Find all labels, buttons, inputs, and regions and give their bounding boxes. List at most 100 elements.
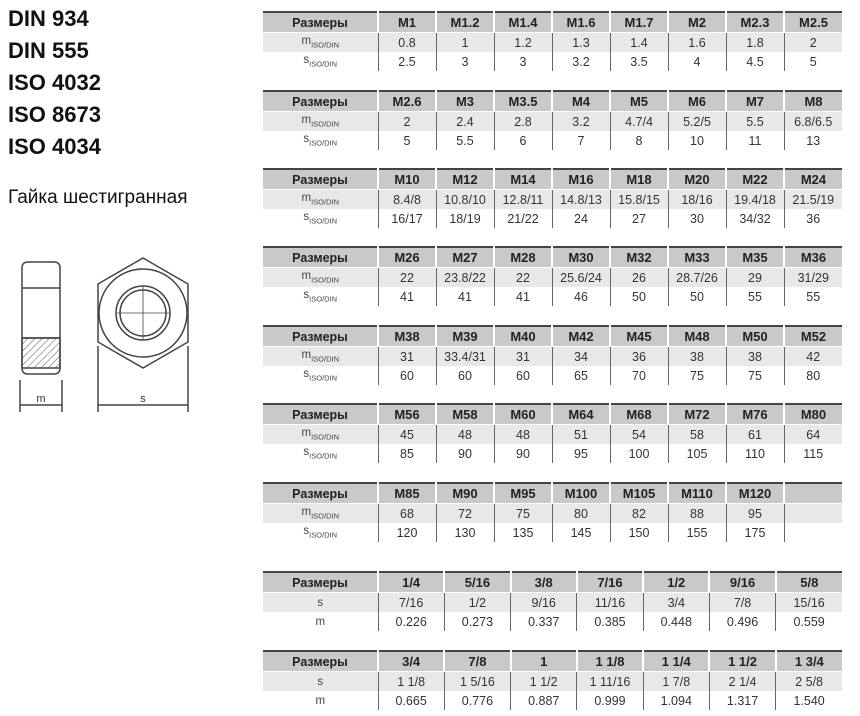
row-label-text: s xyxy=(303,525,310,538)
table-cell: 2.8 xyxy=(493,111,552,131)
table-cell: 80 xyxy=(783,366,842,385)
row-label-subscript: ISO/DIN xyxy=(311,275,339,285)
table-row: mISO/DIN 45 48 48 51 54 58 61 64 xyxy=(263,424,842,444)
row-label-text: s xyxy=(303,368,310,381)
table-cell: 5 xyxy=(783,52,842,71)
size-header: M18 xyxy=(609,169,668,190)
size-header: M58 xyxy=(435,404,494,425)
size-header: M36 xyxy=(783,247,842,268)
table-cell: 1.540 xyxy=(775,691,842,710)
table-cell: 2.4 xyxy=(435,111,494,131)
row-label-subscript: ISO/DIN xyxy=(311,119,339,129)
table-cell: 75 xyxy=(667,366,726,385)
table-cell: 16/17 xyxy=(377,209,436,228)
size-header: M64 xyxy=(551,404,610,425)
table-cell: 34/32 xyxy=(725,209,784,228)
size-header: M27 xyxy=(435,247,494,268)
table-cell: 120 xyxy=(377,523,436,542)
size-header: M110 xyxy=(667,483,726,504)
size-header: 3/8 xyxy=(509,572,577,593)
table-cell: 90 xyxy=(435,444,494,463)
table-cell: 2 5/8 xyxy=(775,671,842,691)
table-cell: 85 xyxy=(377,444,436,463)
table-row: m 0.226 0.273 0.337 0.385 0.448 0.496 0.559 xyxy=(263,612,842,631)
row-label: mISO/DIN xyxy=(263,267,378,287)
table-cell: 2 xyxy=(783,32,842,52)
row-label-subscript: ISO/DIN xyxy=(311,432,339,442)
size-header: 1 3/4 xyxy=(774,651,842,672)
row-label-subscript: ISO/DIN xyxy=(309,373,338,383)
header-label: Размеры xyxy=(263,651,378,672)
table-cell: 13 xyxy=(783,131,842,150)
size-header: 1 1/4 xyxy=(642,651,710,672)
table-cell: 105 xyxy=(667,444,726,463)
table-cell: 4.5 xyxy=(725,52,784,71)
table-cell: 0.887 xyxy=(510,691,577,710)
header-label: Размеры xyxy=(263,169,378,190)
table-header-row: Размеры 1/4 5/16 3/8 7/16 1/2 9/16 5/8 xyxy=(263,572,842,593)
table-cell: 70 xyxy=(609,366,668,385)
table-cell: 65 xyxy=(551,366,610,385)
row-label-subscript: ISO/DIN xyxy=(311,197,339,207)
table-cell xyxy=(783,503,842,523)
row-label-text: m xyxy=(315,615,326,628)
row-label-subscript: ISO/DIN xyxy=(311,40,339,50)
table-cell: 0.559 xyxy=(775,612,842,631)
table-row: mISO/DIN 2 2.4 2.8 3.2 4.7/4 5.2/5 5.5 6.8/6.5 xyxy=(263,111,842,131)
table-row: mISO/DIN 22 23.8/22 22 25.6/24 26 28.7/26 29 31/… xyxy=(263,267,842,287)
table-cell: 36 xyxy=(609,346,668,366)
row-label-text: s xyxy=(303,54,310,67)
table-cell: 26 xyxy=(609,267,668,287)
table-cell: 145 xyxy=(551,523,610,542)
table-cell: 14.8/13 xyxy=(551,189,610,209)
size-header: M3.5 xyxy=(493,91,552,112)
row-label-text: s xyxy=(303,133,310,146)
table-cell: 38 xyxy=(725,346,784,366)
row-label-text: s xyxy=(303,211,310,224)
table-cell: 3.2 xyxy=(551,111,610,131)
row-label: sISO/DIN xyxy=(263,523,378,542)
table-row: sISO/DIN 60 60 60 65 70 75 75 80 xyxy=(263,366,842,385)
size-table: Размеры M1 M1.2 M1.4 M1.6 M1.7 M2 M2.3 M2.5 mISO/… xyxy=(263,11,842,71)
table-cell: 1 1/8 xyxy=(377,671,445,691)
row-label-text: s xyxy=(303,446,310,459)
table-cell: 23.8/22 xyxy=(435,267,494,287)
dimension-s-label: s xyxy=(140,393,146,405)
standard-label: ISO 4034 xyxy=(8,134,101,159)
table-row: sISO/DIN 2.5 3 3 3.2 3.5 4 4.5 5 xyxy=(263,52,842,71)
header-label: Размеры xyxy=(263,404,378,425)
row-label: mISO/DIN xyxy=(263,424,378,444)
size-header: 7/8 xyxy=(443,651,511,672)
table-cell: 1.2 xyxy=(493,32,552,52)
size-header: 7/16 xyxy=(575,572,644,593)
table-cell: 64 xyxy=(783,424,842,444)
table-cell: 0.665 xyxy=(377,691,445,710)
size-header: M72 xyxy=(667,404,726,425)
table-cell: 1.4 xyxy=(609,32,668,52)
table-cell: 31 xyxy=(377,346,436,366)
table-cell: 29 xyxy=(725,267,784,287)
size-header: M3 xyxy=(435,91,494,112)
table-cell: 90 xyxy=(493,444,552,463)
row-label-text: s xyxy=(317,675,324,688)
table-cell: 4.7/4 xyxy=(609,111,668,131)
table-header-row: Размеры M26 M27 M28 M30 M32 M33 M35 M36 xyxy=(263,247,842,268)
table-header-row: Размеры M38 M39 M40 M42 M45 M48 M50 M52 xyxy=(263,326,842,347)
row-label-text: s xyxy=(303,289,310,302)
table-cell: 2.5 xyxy=(377,52,436,71)
table-cell: 15/16 xyxy=(775,592,842,612)
table-row: sISO/DIN 85 90 90 95 100 105 110 115 xyxy=(263,444,842,463)
table-cell: 75 xyxy=(493,503,552,523)
table-cell: 155 xyxy=(667,523,726,542)
size-header: M39 xyxy=(435,326,494,347)
table-cell: 21.5/19 xyxy=(783,189,842,209)
standard-label: DIN 934 xyxy=(8,6,89,31)
row-label-subscript: ISO/DIN xyxy=(309,59,338,69)
table-cell: 0.337 xyxy=(510,612,577,631)
table-cell: 8.4/8 xyxy=(377,189,436,209)
table-cell: 50 xyxy=(667,287,726,306)
size-header: M48 xyxy=(667,326,726,347)
table-cell: 38 xyxy=(667,346,726,366)
table-row: s 7/16 1/2 9/16 11/16 3/4 7/8 15/16 xyxy=(263,592,842,612)
table-cell: 1.6 xyxy=(667,32,726,52)
